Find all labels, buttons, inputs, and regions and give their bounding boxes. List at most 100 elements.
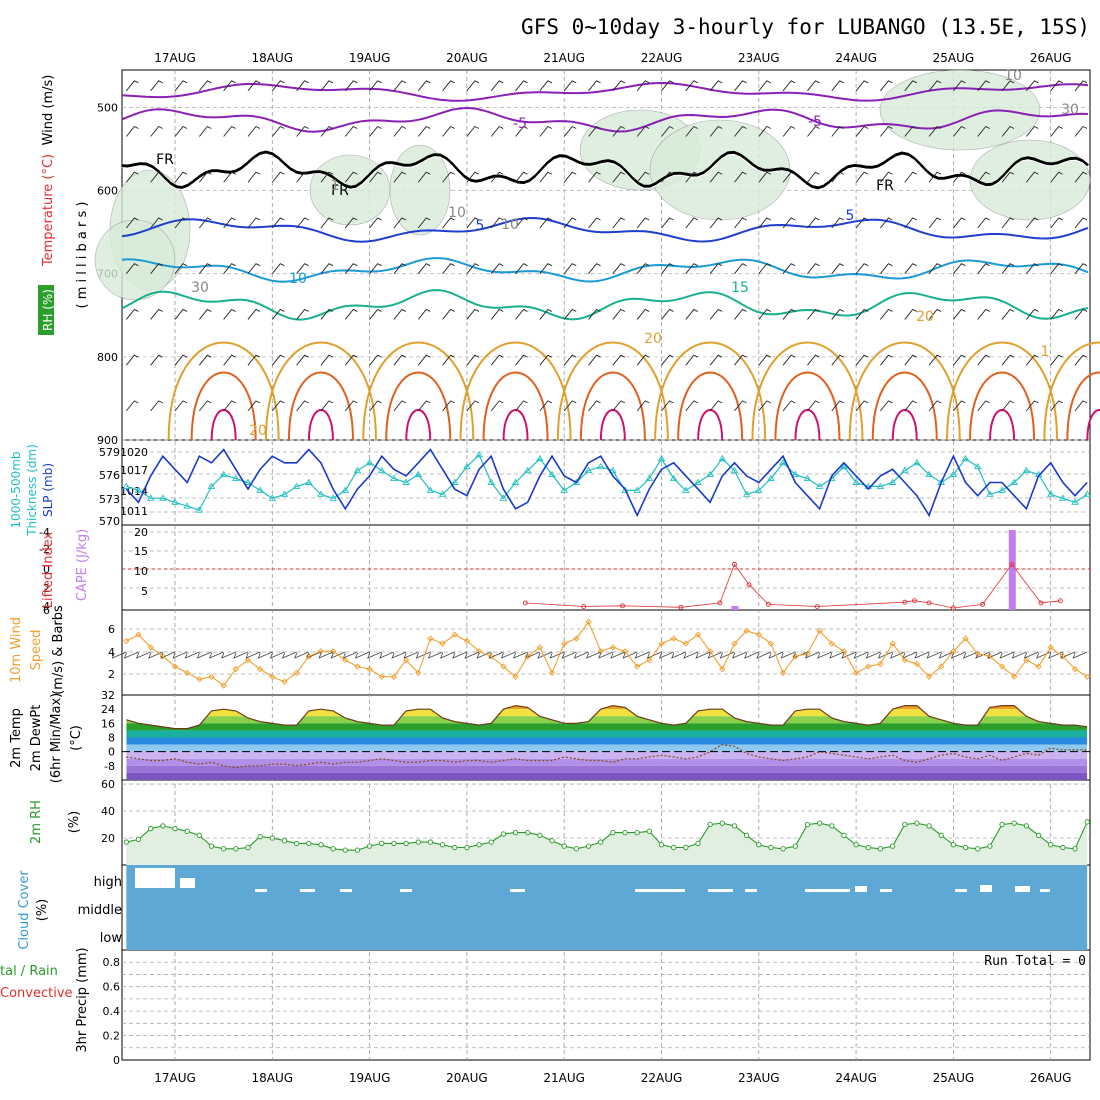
wind-barb xyxy=(880,80,893,92)
wind-speed-point xyxy=(1011,673,1018,680)
wind-barb xyxy=(612,217,626,229)
surface-wind-barb xyxy=(330,651,346,659)
wind-barb xyxy=(758,217,772,229)
thickness-point xyxy=(548,470,556,478)
wind-barb xyxy=(904,400,917,412)
wind-speed-point xyxy=(184,669,191,677)
wind-barb xyxy=(296,354,309,366)
rh-point xyxy=(938,832,944,838)
tick-label: 1020 xyxy=(120,446,148,459)
rh-point xyxy=(695,840,701,847)
bottom-date-label: 22AUG xyxy=(641,1071,683,1085)
wind-barb xyxy=(831,80,844,92)
wind-barb xyxy=(174,308,188,320)
wind-barb xyxy=(685,171,699,183)
wind-barb xyxy=(1026,263,1039,274)
lifted-point xyxy=(732,561,737,567)
surface-wind-barb xyxy=(987,651,1003,659)
slp-axis-label: SLP (mb) xyxy=(41,463,55,517)
rh-point xyxy=(585,843,592,849)
wind-barb xyxy=(320,400,334,412)
temp-contour-25 xyxy=(677,371,744,441)
wind-barb xyxy=(636,80,650,92)
rh-point xyxy=(1084,819,1090,825)
surface-wind-barb xyxy=(1072,651,1088,659)
temp-contour-25 xyxy=(871,371,938,441)
tick-label: 6 xyxy=(43,604,50,617)
contour-label: 10 xyxy=(289,271,307,287)
tick-label: -4 xyxy=(39,526,50,539)
wind-barb xyxy=(855,171,869,183)
wind-barb xyxy=(831,400,844,412)
wind-barb xyxy=(1026,125,1039,137)
rh-point xyxy=(902,821,908,828)
thickness-point xyxy=(450,478,459,485)
wind-barb xyxy=(904,125,917,137)
millibars-axis-label: ( m i l l i b a r s ) xyxy=(75,202,90,309)
thickness-point xyxy=(852,478,860,485)
wind-barb xyxy=(125,308,139,320)
wind-barb xyxy=(588,171,601,183)
wind-speed-point xyxy=(646,657,653,664)
wind-barb xyxy=(685,263,699,274)
surface-wind-barb xyxy=(950,651,966,659)
wind-barb xyxy=(855,400,869,412)
surface-wind-barb xyxy=(464,651,480,659)
tick-label: 10 xyxy=(134,565,148,578)
surface-wind-barb xyxy=(512,651,528,659)
rh-point xyxy=(160,823,166,829)
wind-barb xyxy=(782,125,796,137)
wind-barb xyxy=(223,80,236,92)
wind-barb xyxy=(734,217,747,229)
wind-barb xyxy=(1026,217,1039,229)
wind-barb xyxy=(782,171,796,183)
wind-barb xyxy=(904,171,917,183)
wind-speed-point xyxy=(123,637,130,645)
wind-barb xyxy=(855,80,869,92)
temp-contour-20 xyxy=(946,341,1059,441)
wind-barb xyxy=(125,263,139,274)
wind-barb xyxy=(977,125,990,137)
lifted-point xyxy=(1009,561,1015,567)
rh-point xyxy=(391,840,397,847)
wind-barb xyxy=(612,80,626,92)
rh-point xyxy=(135,836,142,843)
tick-label: 2 xyxy=(108,668,115,681)
tick-label: -2 xyxy=(39,543,50,556)
wind-barb xyxy=(928,217,942,229)
surface-wind-barb xyxy=(135,651,151,659)
wind-barb xyxy=(661,80,674,92)
wind-barb xyxy=(1050,400,1063,412)
wind-barb xyxy=(782,308,796,320)
wind-barb xyxy=(198,354,212,366)
freezing-level-inner xyxy=(121,153,1089,191)
surface-wind-barb xyxy=(731,651,747,659)
wind-barb xyxy=(320,263,334,274)
cloud-gap xyxy=(400,889,412,892)
rh-point xyxy=(500,831,507,837)
contour-label: 1 xyxy=(1041,344,1050,360)
wind-barb xyxy=(417,217,431,229)
rh-point xyxy=(999,821,1005,828)
tick-label: -8 xyxy=(104,760,115,773)
surface-wind-barb xyxy=(634,651,650,659)
wind-barb xyxy=(880,263,893,274)
wind-barb xyxy=(880,308,893,320)
wind-barb xyxy=(904,80,917,92)
temp-band xyxy=(126,744,1088,752)
precip-tick-label: 0 xyxy=(113,1054,120,1067)
wind-barb xyxy=(734,308,747,320)
wind-barb xyxy=(198,308,212,320)
wind-barb xyxy=(685,400,699,412)
wind-barb xyxy=(1001,125,1015,137)
dewpoint-line xyxy=(126,743,1088,769)
rh-point xyxy=(439,842,446,848)
wind-barb xyxy=(296,308,309,320)
rh-point xyxy=(184,828,190,834)
wind-barb xyxy=(490,400,504,412)
wind-barb xyxy=(417,308,431,320)
upper-air-panel: 500600700800900-5-5FRFRFR551015202020103… xyxy=(94,68,1100,447)
wind-barb xyxy=(734,171,747,183)
wind-barb xyxy=(198,171,212,183)
surface-wind-barb xyxy=(1048,651,1064,659)
